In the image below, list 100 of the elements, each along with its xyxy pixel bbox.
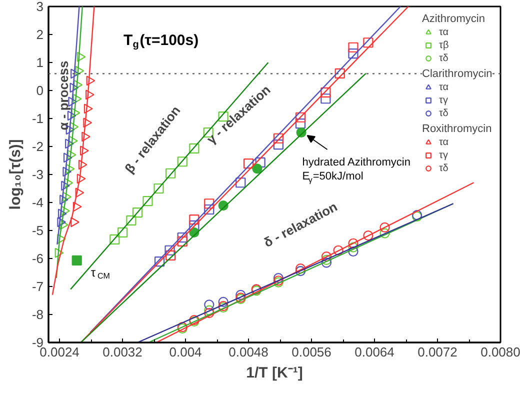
- legend-label: τα: [439, 136, 450, 148]
- point: [363, 230, 374, 241]
- legend-label: τδ: [439, 162, 450, 174]
- point: [61, 180, 70, 191]
- point: [61, 206, 70, 216]
- y-tick-label: -6: [32, 251, 44, 266]
- annotation: Clarithromycin: [422, 68, 492, 80]
- point: [57, 217, 66, 228]
- point: [58, 208, 67, 219]
- point: [348, 42, 358, 52]
- point: [63, 152, 72, 163]
- x-tick-label: 0.0056: [292, 344, 332, 360]
- legend-label: τα: [439, 81, 450, 93]
- x-tick-label: 0.0072: [418, 344, 458, 360]
- point: [243, 158, 254, 169]
- line-series: [52, 6, 95, 296]
- point: [64, 178, 74, 188]
- annotation: α - process: [56, 60, 71, 130]
- legend-label: τδ: [439, 52, 450, 64]
- point: [154, 256, 165, 267]
- y-tick-label: -4: [32, 195, 44, 210]
- point: [83, 118, 92, 128]
- point: [57, 234, 66, 244]
- point: [62, 166, 72, 177]
- point: [126, 215, 136, 226]
- point: [333, 245, 344, 256]
- point: [295, 264, 306, 274]
- point: [380, 228, 390, 238]
- x-tick-label: 0.0064: [354, 344, 394, 360]
- y-tick-label: -7: [32, 279, 44, 294]
- point: [166, 250, 176, 260]
- point: [295, 112, 306, 122]
- point: [321, 252, 332, 262]
- point: [273, 273, 284, 284]
- line-series: [56, 6, 83, 279]
- point: [154, 183, 164, 194]
- y-tick-label: 3: [36, 0, 44, 14]
- point: [71, 108, 80, 118]
- point: [75, 66, 84, 76]
- point: [321, 258, 332, 268]
- y-tick-label: -3: [32, 167, 44, 182]
- point: [166, 168, 176, 178]
- legend-label: τβ: [439, 39, 450, 51]
- point: [177, 236, 188, 246]
- point: [82, 132, 90, 142]
- point: [70, 217, 80, 228]
- point: [75, 188, 84, 198]
- point: [67, 110, 76, 121]
- point: [76, 52, 86, 62]
- y-tick-label: 2: [36, 27, 44, 42]
- point: [76, 174, 86, 184]
- point: [320, 94, 331, 104]
- y-tick-label: 0: [36, 83, 44, 98]
- point: [189, 214, 200, 225]
- point: [68, 136, 78, 146]
- point: [363, 38, 374, 48]
- point: [86, 76, 96, 86]
- point: [66, 164, 75, 174]
- point: [60, 194, 68, 205]
- point: [84, 104, 93, 114]
- x-axis-title: 1/T [K⁻¹]: [246, 364, 303, 382]
- x-tick-label: 0.0032: [102, 344, 142, 360]
- legend-label: τγ: [439, 94, 449, 106]
- point: [204, 300, 214, 310]
- point: [189, 220, 200, 231]
- point: [74, 80, 83, 90]
- x-tick-label: 0.0080: [480, 344, 520, 360]
- x-tick-label: 0.004: [169, 344, 202, 360]
- point: [380, 222, 390, 232]
- point: [86, 90, 94, 100]
- point: [273, 139, 284, 150]
- point: [65, 138, 74, 149]
- point: [78, 160, 88, 170]
- point: [204, 204, 214, 215]
- y-axis-title: log₁₀[τ(s)]: [6, 139, 24, 210]
- point: [164, 245, 175, 256]
- y-tick-label: -2: [32, 139, 44, 154]
- point: [348, 246, 358, 257]
- point: [67, 150, 76, 160]
- y-tick-label: -8: [32, 307, 44, 322]
- point: [142, 196, 153, 206]
- point: [72, 255, 82, 266]
- point: [255, 157, 266, 168]
- point: [252, 164, 262, 174]
- point: [72, 202, 82, 212]
- point: [320, 87, 331, 98]
- point: [218, 296, 228, 307]
- point: [189, 143, 200, 154]
- point: [348, 48, 358, 59]
- point: [204, 308, 214, 318]
- point: [177, 232, 188, 243]
- x-tick-label: 0.0048: [228, 344, 268, 360]
- point: [273, 133, 284, 144]
- point: [117, 227, 128, 238]
- legend-label: τα: [439, 26, 450, 38]
- point: [70, 122, 79, 132]
- point: [80, 146, 89, 156]
- point: [110, 234, 120, 245]
- y-tick-label: -1: [32, 111, 44, 126]
- legend-label: τδ: [439, 107, 450, 119]
